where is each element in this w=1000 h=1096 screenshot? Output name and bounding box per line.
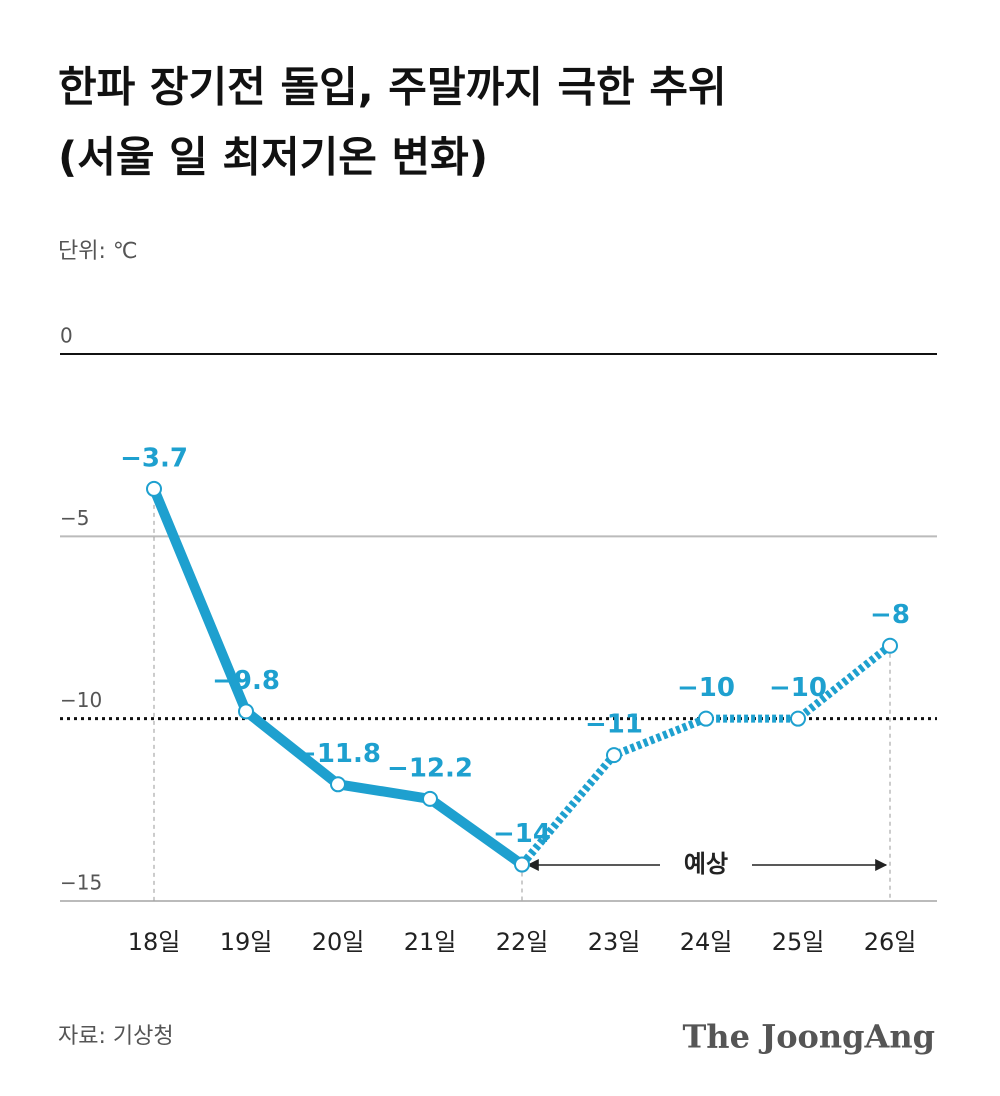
chart-title: 한파 장기전 돌입, 주말까지 극한 추위 [58,63,727,112]
x-tick-label: 20일 [312,928,365,956]
y-tick-label: 0 [60,324,73,348]
data-label: −12.2 [387,753,473,783]
x-tick-label: 22일 [496,928,549,956]
data-point [698,710,714,727]
y-tick-label: −15 [60,871,102,895]
x-tick-label: 18일 [128,928,181,956]
annotation: 예상 [684,850,728,878]
y-tick-label: −5 [60,506,89,530]
data-label: −9.8 [212,666,280,696]
x-tick-label: 23일 [588,928,641,956]
data-point [514,856,530,873]
data-label: −10 [677,673,735,703]
x-tick-label: 21일 [404,928,457,956]
data-label: −10 [769,673,827,703]
x-tick-label: 19일 [220,928,273,956]
data-point [606,747,622,764]
y-tick-label: −10 [60,688,102,712]
data-point [146,480,162,497]
data-label: −11 [585,710,643,740]
data-label: −3.7 [120,443,188,473]
logo: The JoongAng [682,1018,935,1056]
data-point [330,776,346,793]
chart-subtitle: (서울 일 최저기온 변화) [58,133,488,182]
x-tick-label: 26일 [864,928,917,956]
data-point [238,703,254,720]
x-tick-label: 24일 [680,928,733,956]
source: 자료: 기상청 [58,1024,174,1049]
data-point [422,790,438,807]
data-point [790,710,806,727]
x-tick-label: 25일 [772,928,825,956]
data-label: −11.8 [295,739,381,769]
unit-label: 단위: ℃ [58,239,138,264]
data-label: −8 [870,600,910,630]
data-label: −14 [493,819,551,849]
data-point [882,637,898,654]
